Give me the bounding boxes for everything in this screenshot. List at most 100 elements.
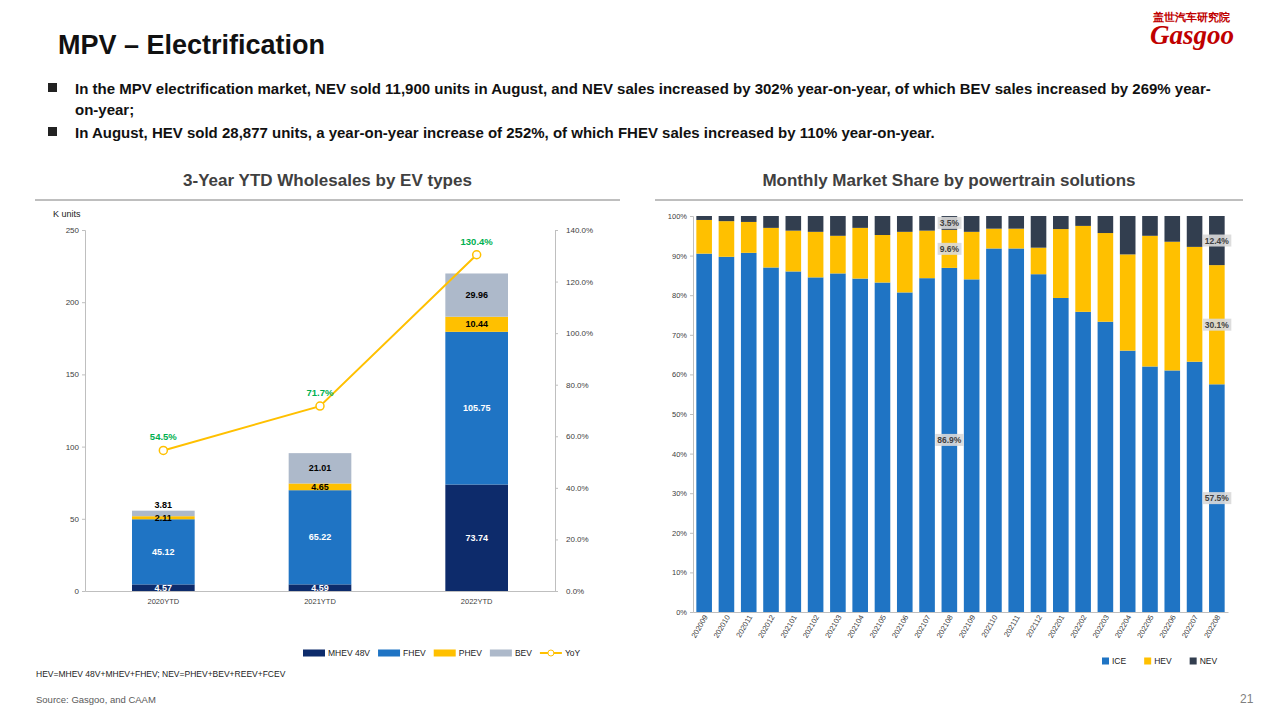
y2-tick-mark <box>555 230 558 231</box>
x-tick-label: 202010 <box>712 613 732 639</box>
x-tick: 202104 <box>845 612 865 640</box>
legend-item: HEV <box>1144 656 1172 666</box>
bar-segment <box>445 273 508 316</box>
x-tick-label: 202206 <box>1158 613 1178 639</box>
bar-segment <box>1008 229 1024 249</box>
x-tick: 202203 <box>1091 612 1111 640</box>
y2-axis: 0.0%20.0%40.0%60.0%80.0%100.0%120.0%140.… <box>555 226 593 596</box>
x-tick-label: 202111 <box>1002 613 1022 638</box>
source: Source: Gasgoo, and CAAM <box>36 694 156 705</box>
slide-title: MPV – Electrification <box>58 30 325 61</box>
bar-segment <box>445 317 508 332</box>
bar-segment <box>852 216 868 228</box>
x-tick: 202202 <box>1068 612 1088 640</box>
legend-item: MHEV 48V <box>303 648 370 658</box>
x-tick: 2020YTD <box>147 591 179 606</box>
y-tick: 30% <box>672 489 693 498</box>
legend-swatch <box>548 650 554 656</box>
bar-label: 29.96 <box>465 290 488 300</box>
bar-segment <box>808 216 824 232</box>
y-tick-label: 100% <box>668 212 688 221</box>
x-tick: 202112 <box>1024 612 1044 639</box>
bar-label: 4.59 <box>311 583 329 593</box>
y-tick: 60% <box>672 370 693 379</box>
x-tick-label: 202105 <box>868 613 888 639</box>
y2-tick: 100.0% <box>555 329 593 338</box>
bar-segment <box>289 453 352 483</box>
bar-segment <box>964 279 980 612</box>
bar-label: 4.57 <box>155 583 173 593</box>
x-tick-label: 202108 <box>935 613 955 639</box>
y-tick-mark <box>82 302 85 303</box>
legend-swatch <box>490 650 512 657</box>
x-tick: 202204 <box>1113 612 1133 640</box>
x-tick-label: 202107 <box>912 613 932 639</box>
x-tick: 2022YTD <box>461 591 493 606</box>
bar-segment <box>964 216 980 232</box>
bar-segment <box>786 216 802 231</box>
bar-segment <box>875 216 891 235</box>
data-label: 3.5% <box>938 217 962 229</box>
y2-tick-label: 100.0% <box>566 329 593 338</box>
bullet-marker <box>48 83 57 92</box>
bar-segment <box>719 221 735 257</box>
y-tick-label: 50 <box>70 515 79 524</box>
y2-tick-label: 80.0% <box>566 381 589 390</box>
legend-item: FHEV <box>378 648 426 658</box>
legend-label: MHEV 48V <box>328 648 370 658</box>
legend-item: NEV <box>1190 656 1218 666</box>
bar-segment <box>808 277 824 612</box>
bar-segment <box>964 232 980 280</box>
legend-item: ICE <box>1102 656 1127 666</box>
y2-tick: 40.0% <box>555 484 589 493</box>
y2-tick-label: 140.0% <box>566 226 593 235</box>
x-tick-label: 202202 <box>1068 613 1088 639</box>
bar-segment <box>1053 216 1069 229</box>
y2-tick-mark <box>555 436 558 437</box>
line-marker <box>159 446 167 454</box>
bar-segment <box>875 235 891 283</box>
axis-line <box>690 217 694 613</box>
bar-segment <box>1187 216 1203 247</box>
x-tick-label: 202110 <box>979 613 999 639</box>
y-tick-label: 0% <box>676 608 687 617</box>
bar-segment <box>919 278 935 612</box>
bar-segment <box>830 216 846 236</box>
bar-segment <box>1008 248 1024 612</box>
line-label: 130.4% <box>461 236 494 247</box>
bar-label: 4.65 <box>311 482 329 492</box>
legend-label: YoY <box>565 648 581 658</box>
y-tick-label: 0 <box>75 587 80 596</box>
bar-label: 105.75 <box>463 403 491 413</box>
y2-tick: 120.0% <box>555 278 593 287</box>
bar-segment <box>919 231 935 279</box>
bar-segment <box>445 485 508 591</box>
axis-line <box>556 231 559 592</box>
bar-segment <box>1098 216 1114 233</box>
bar-segment <box>808 232 824 278</box>
y-tick: 10% <box>672 568 693 577</box>
bar-segment <box>696 220 712 254</box>
y-tick-label: 50% <box>672 410 687 419</box>
x-tick-label: 202205 <box>1135 613 1155 639</box>
bar-segment <box>986 216 1002 229</box>
bar-segment <box>1098 233 1114 322</box>
data-label-box <box>1203 235 1232 247</box>
x-tick-label: 202011 <box>734 613 754 639</box>
bar-segment <box>786 271 802 612</box>
y-tick-label: 10% <box>672 568 687 577</box>
y2-tick: 60.0% <box>555 432 589 441</box>
y-tick-label: 100 <box>66 443 80 452</box>
bullet-text: In the MPV electrification market, NEV s… <box>75 78 1223 120</box>
title-rule <box>35 200 620 201</box>
x-tick-label: 202204 <box>1113 613 1133 639</box>
bar-label: 21.01 <box>309 463 332 473</box>
data-label-box <box>938 243 962 255</box>
x-tick: 202102 <box>801 612 821 640</box>
logo-en: Gasgoo <box>1150 20 1234 51</box>
y2-tick-mark <box>555 385 558 386</box>
x-tick-label: 2021YTD <box>304 597 336 606</box>
y-tick: 200 <box>66 298 85 307</box>
y2-tick-label: 40.0% <box>566 484 589 493</box>
y2-tick-mark <box>555 333 558 334</box>
